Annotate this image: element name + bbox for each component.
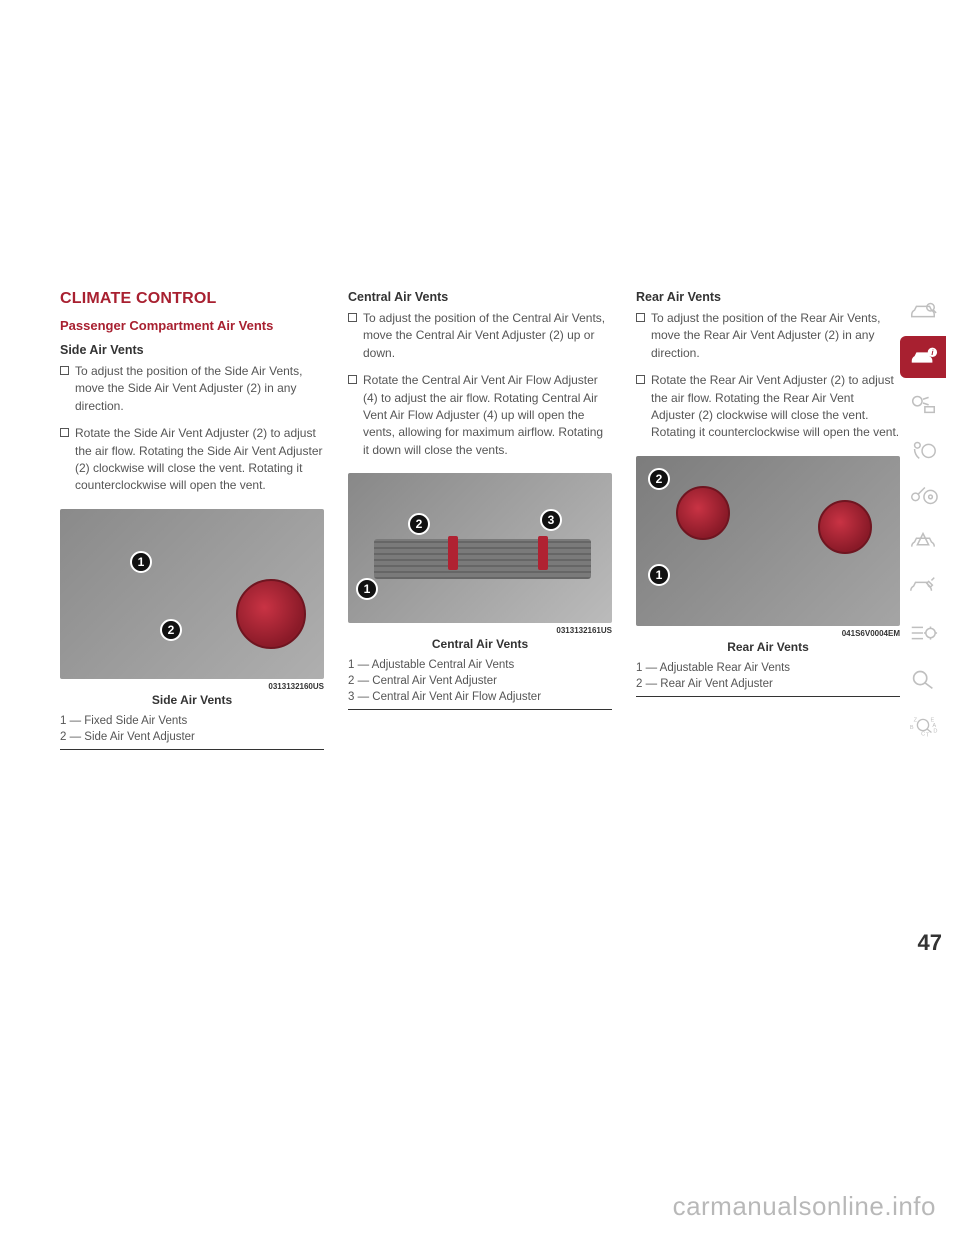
tab-search[interactable]	[900, 658, 946, 700]
paragraph: Rotate the Rear Air Vent Adjuster (2) to…	[636, 372, 900, 448]
column-3: Rear Air Vents To adjust the position of…	[636, 290, 900, 758]
square-bullet-icon	[60, 366, 69, 375]
vent-graphic	[818, 500, 872, 554]
tab-lights[interactable]	[900, 382, 946, 424]
svg-text:C: C	[921, 731, 925, 737]
car-info-icon: i	[908, 344, 938, 370]
square-bullet-icon	[348, 375, 357, 384]
section-subtitle: Passenger Compartment Air Vents	[60, 318, 324, 333]
callout-1: 1	[356, 578, 378, 600]
callout-2: 2	[408, 513, 430, 535]
paragraph: To adjust the position of the Side Air V…	[60, 363, 324, 421]
body-text: Rotate the Side Air Vent Adjuster (2) to…	[75, 425, 324, 495]
airbag-icon	[908, 436, 938, 462]
tab-key-steering[interactable]	[900, 474, 946, 516]
section-tabs-sidebar: i ZBEADCT	[900, 290, 946, 746]
figure-central-vents: 1 2 3	[348, 473, 612, 623]
legend-item: 3 — Central Air Vent Air Flow Adjuster	[348, 689, 612, 705]
paragraph: Rotate the Side Air Vent Adjuster (2) to…	[60, 425, 324, 501]
tab-car-info[interactable]: i	[900, 336, 946, 378]
tab-warning[interactable]	[900, 520, 946, 562]
body-text: To adjust the position of the Rear Air V…	[651, 310, 900, 362]
page-number: 47	[918, 930, 942, 956]
search-icon	[908, 666, 938, 692]
svg-text:B: B	[910, 725, 914, 731]
tab-car-search[interactable]	[900, 290, 946, 332]
svg-text:D: D	[933, 729, 937, 735]
figure-code: 0313132160US	[60, 682, 324, 691]
section-title: CLIMATE CONTROL	[60, 290, 324, 308]
figure-caption: Rear Air Vents	[636, 640, 900, 654]
paragraph: To adjust the position of the Central Ai…	[348, 310, 612, 368]
car-service-icon	[908, 574, 938, 600]
figure-rear-vents: 2 1	[636, 456, 900, 626]
callout-1: 1	[648, 564, 670, 586]
warning-icon	[908, 528, 938, 554]
svg-text:T: T	[926, 732, 930, 738]
car-search-icon	[908, 298, 938, 324]
figure-legend: 1 — Fixed Side Air Vents 2 — Side Air Ve…	[60, 713, 324, 750]
legend-item: 1 — Adjustable Central Air Vents	[348, 657, 612, 673]
column-2: Central Air Vents To adjust the position…	[348, 290, 612, 758]
rear-vents-heading: Rear Air Vents	[636, 290, 900, 304]
settings-list-icon	[908, 620, 938, 646]
square-bullet-icon	[636, 375, 645, 384]
tab-settings-list[interactable]	[900, 612, 946, 654]
figure-side-vents: 1 2	[60, 509, 324, 679]
figure-legend: 1 — Adjustable Central Air Vents 2 — Cen…	[348, 657, 612, 710]
central-vents-heading: Central Air Vents	[348, 290, 612, 304]
callout-1: 1	[130, 551, 152, 573]
paragraph: To adjust the position of the Rear Air V…	[636, 310, 900, 368]
tab-airbag[interactable]	[900, 428, 946, 470]
square-bullet-icon	[60, 428, 69, 437]
body-text: To adjust the position of the Central Ai…	[363, 310, 612, 362]
body-text: To adjust the position of the Side Air V…	[75, 363, 324, 415]
legend-item: 2 — Central Air Vent Adjuster	[348, 673, 612, 689]
legend-item: 1 — Adjustable Rear Air Vents	[636, 660, 900, 676]
tab-index[interactable]: ZBEADCT	[900, 704, 946, 746]
paragraph: Rotate the Central Air Vent Air Flow Adj…	[348, 372, 612, 465]
tab-service[interactable]	[900, 566, 946, 608]
figure-caption: Side Air Vents	[60, 693, 324, 707]
square-bullet-icon	[348, 313, 357, 322]
column-1: CLIMATE CONTROL Passenger Compartment Ai…	[60, 290, 324, 758]
page-content: CLIMATE CONTROL Passenger Compartment Ai…	[0, 0, 960, 758]
legend-item: 1 — Fixed Side Air Vents	[60, 713, 324, 729]
figure-code: 0313132161US	[348, 626, 612, 635]
callout-2: 2	[648, 468, 670, 490]
vent-graphic	[236, 579, 306, 649]
index-icon: ZBEADCT	[908, 712, 938, 738]
callout-2: 2	[160, 619, 182, 641]
slider-graphic	[448, 536, 458, 570]
slider-graphic	[538, 536, 548, 570]
key-steering-icon	[908, 482, 938, 508]
svg-text:Z: Z	[914, 717, 918, 723]
light-icon	[908, 390, 938, 416]
side-vents-heading: Side Air Vents	[60, 343, 324, 357]
figure-caption: Central Air Vents	[348, 637, 612, 651]
body-text: Rotate the Central Air Vent Air Flow Adj…	[363, 372, 612, 459]
vent-graphic	[676, 486, 730, 540]
square-bullet-icon	[636, 313, 645, 322]
figure-legend: 1 — Adjustable Rear Air Vents 2 — Rear A…	[636, 660, 900, 697]
legend-item: 2 — Side Air Vent Adjuster	[60, 729, 324, 745]
grille-graphic	[374, 539, 591, 579]
legend-item: 2 — Rear Air Vent Adjuster	[636, 676, 900, 692]
body-text: Rotate the Rear Air Vent Adjuster (2) to…	[651, 372, 900, 442]
figure-code: 041S6V0004EM	[636, 629, 900, 638]
callout-3: 3	[540, 509, 562, 531]
watermark-text: carmanualsonline.info	[673, 1191, 936, 1222]
